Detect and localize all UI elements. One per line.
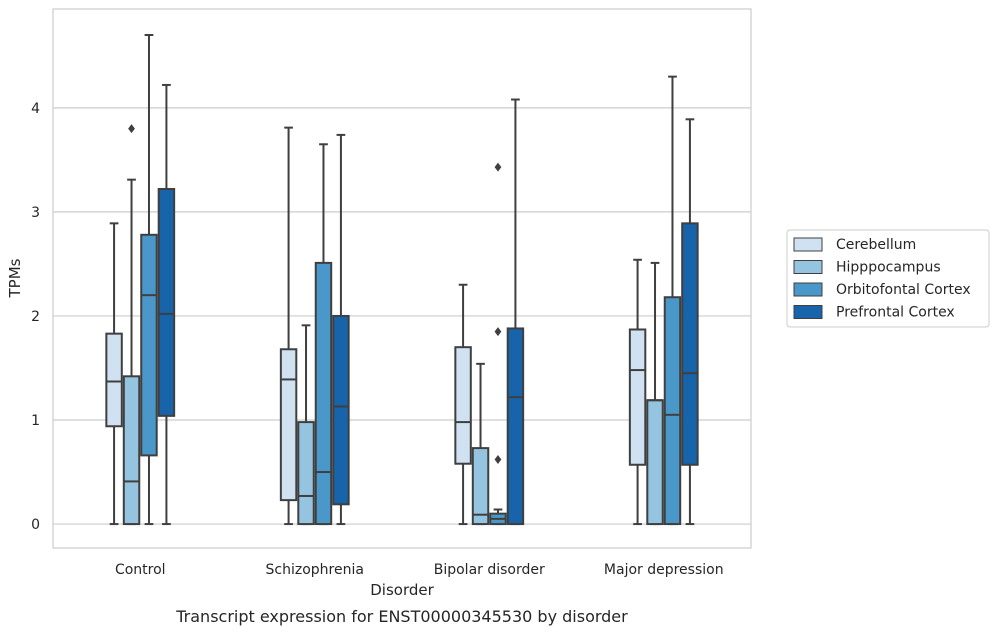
box-body xyxy=(157,188,176,417)
box-hipppocampus xyxy=(646,261,664,526)
box-body xyxy=(314,261,333,526)
box-orbitofontal-cortex xyxy=(489,162,507,526)
outlier-point xyxy=(494,455,502,465)
box-prefrontal-cortex xyxy=(332,133,350,526)
legend-swatch xyxy=(793,260,823,274)
x-tick-label: Major depression xyxy=(604,562,724,578)
box-orbitofontal-cortex xyxy=(140,34,158,526)
y-tick-label: 4 xyxy=(31,101,40,117)
box-prefrontal-cortex xyxy=(681,118,699,526)
legend-label: Hipppocampus xyxy=(836,260,941,276)
legend: Cerebellum Hipppocampus Orbitofontal Corte… xyxy=(786,229,990,328)
x-axis-label: Disorder xyxy=(370,581,434,599)
legend-swatch xyxy=(793,237,823,252)
plot-frame xyxy=(52,8,752,549)
box-body xyxy=(663,296,682,526)
legend-label: Prefrontal Cortex xyxy=(836,305,955,321)
box-prefrontal-cortex xyxy=(157,83,176,526)
y-tick-label: 2 xyxy=(31,309,40,325)
y-axis-label: TPMs xyxy=(6,258,24,298)
box-body xyxy=(140,233,158,457)
x-tick-label: Schizophrenia xyxy=(266,562,364,578)
box-body xyxy=(332,314,350,506)
box-hipppocampus xyxy=(471,362,490,526)
box-hipppocampus xyxy=(297,324,315,526)
box-cerebellum xyxy=(105,222,123,526)
outlier-point xyxy=(128,124,135,134)
box-orbitofontal-cortex xyxy=(663,75,682,526)
box-body xyxy=(454,346,472,465)
y-tick-labels: 0 1 2 3 4 xyxy=(31,101,40,533)
legend-frame xyxy=(786,229,990,328)
x-tick-labels: Control Schizophrenia Bipolar disorder Majo… xyxy=(115,562,724,578)
y-tick-label: 3 xyxy=(31,205,40,221)
box-body xyxy=(506,327,525,526)
box-body xyxy=(646,399,664,526)
box-hipppocampus xyxy=(122,124,141,526)
legend-label: Cerebellum xyxy=(836,237,916,253)
box-cerebellum xyxy=(628,258,647,526)
box-body xyxy=(105,332,123,428)
box-body xyxy=(297,421,315,526)
x-tick-label: Bipolar disorder xyxy=(434,562,545,578)
box-groups xyxy=(105,34,699,526)
legend-label: Orbitofontal Cortex xyxy=(836,282,971,298)
box-body xyxy=(681,222,699,466)
x-tick-label: Control xyxy=(115,562,166,578)
box-prefrontal-cortex xyxy=(506,98,525,526)
outlier-point xyxy=(494,327,502,337)
y-tick-label: 0 xyxy=(31,517,40,533)
outlier-point xyxy=(494,162,502,172)
box-orbitofontal-cortex xyxy=(314,143,333,526)
box-body xyxy=(122,375,141,526)
legend-swatch xyxy=(793,305,823,319)
box-body xyxy=(279,348,298,502)
box-body xyxy=(628,328,647,466)
y-tick-label: 1 xyxy=(31,413,40,429)
box-cerebellum xyxy=(279,126,298,526)
legend-items: Cerebellum Hipppocampus Orbitofontal Corte… xyxy=(793,237,971,321)
chart-caption: Transcript expression for ENST0000034553… xyxy=(175,607,628,626)
box-cerebellum xyxy=(454,283,472,526)
legend-swatch xyxy=(793,282,823,297)
box-body xyxy=(471,447,490,526)
